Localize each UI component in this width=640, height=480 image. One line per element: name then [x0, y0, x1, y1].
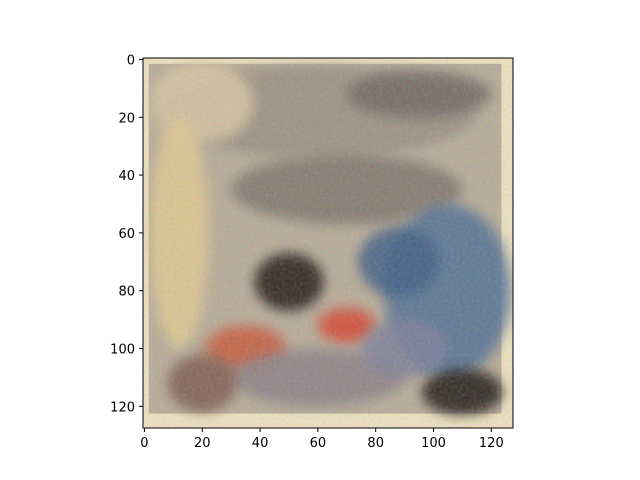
- y-tick-label: 0: [127, 53, 135, 68]
- y-tick-label: 80: [118, 285, 135, 300]
- x-tick-label: 120: [479, 436, 504, 451]
- axes-frame: [142, 57, 514, 429]
- x-tick-label: 20: [194, 436, 211, 451]
- x-tick-label: 60: [310, 436, 327, 451]
- x-tick-label: 40: [252, 436, 269, 451]
- x-tick-label: 80: [367, 436, 384, 451]
- y-tick-label: 20: [118, 111, 135, 126]
- y-tick-label: 120: [110, 400, 135, 415]
- y-tick-label: 60: [118, 227, 135, 242]
- x-tick-label: 0: [140, 436, 148, 451]
- image-axes: 0 20 40 60 80 100 120 0 20 40 60 80 100 120: [110, 53, 514, 451]
- x-tick-label: 100: [421, 436, 446, 451]
- y-tick-label: 100: [110, 343, 135, 358]
- image-texture: [143, 58, 513, 428]
- x-axis: 0 20 40 60 80 100 120: [140, 428, 504, 451]
- y-axis: 0 20 40 60 80 100 120: [110, 53, 143, 415]
- y-tick-label: 40: [118, 169, 135, 184]
